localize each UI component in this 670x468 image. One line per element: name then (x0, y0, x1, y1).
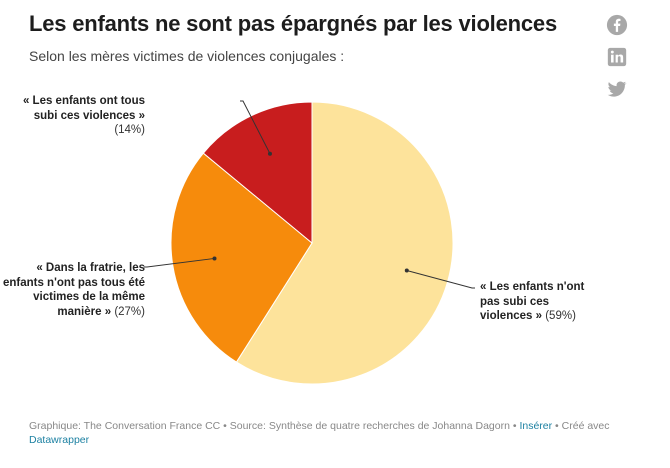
leader-dot (404, 268, 409, 273)
slice-siblings (170, 152, 313, 363)
footer-created-with: • Créé avec (552, 420, 610, 432)
slice-label-siblings: « Dans la fratrie, les enfants n'ont pas… (2, 262, 145, 318)
datawrapper-link[interactable]: Datawrapper (29, 434, 90, 446)
facebook-icon[interactable] (606, 14, 628, 36)
twitter-icon[interactable] (606, 78, 628, 100)
chart-subtitle: Selon les mères victimes de violences co… (29, 48, 345, 64)
chart-footer: Graphique: The Conversation France CC • … (29, 419, 639, 447)
insert-link[interactable]: Insérer (519, 420, 553, 432)
slice-label-all-suffered: « Les enfants ont tous subi ces violence… (22, 95, 145, 136)
linkedin-icon[interactable] (606, 46, 628, 68)
leader-line (144, 257, 215, 268)
slice-all-suffered (202, 101, 313, 245)
slice-label-not-suffered: « Les enfants n'ont pas subi ces violenc… (480, 281, 585, 322)
leader-dot (212, 256, 217, 261)
leader-dot (267, 151, 272, 156)
footer-credit: Graphique: The Conversation France CC • … (29, 420, 520, 432)
chart-title: Les enfants ne sont pas épargnés par les… (29, 11, 557, 36)
slice-not-suffered (235, 101, 454, 385)
leader-line (240, 100, 271, 154)
leader-line (406, 270, 475, 289)
